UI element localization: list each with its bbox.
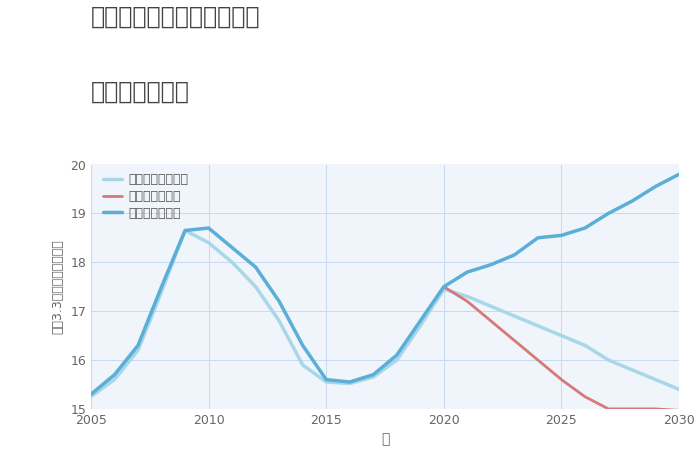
ノーマルシナリオ	[322, 379, 330, 385]
グッドシナリオ	[87, 392, 95, 397]
ノーマルシナリオ	[675, 386, 683, 392]
グッドシナリオ	[486, 262, 495, 267]
グッドシナリオ	[298, 343, 307, 348]
グッドシナリオ	[557, 233, 566, 238]
グッドシナリオ	[393, 352, 401, 358]
バッドシナリオ	[533, 357, 542, 363]
ノーマルシナリオ	[228, 259, 237, 265]
ノーマルシナリオ	[134, 347, 142, 353]
グッドシナリオ	[111, 372, 119, 377]
グッドシナリオ	[204, 225, 213, 231]
バッドシナリオ	[628, 406, 636, 412]
ノーマルシナリオ	[651, 377, 659, 383]
グッドシナリオ	[675, 172, 683, 177]
グッドシナリオ	[251, 264, 260, 270]
バッドシナリオ	[510, 337, 519, 343]
ノーマルシナリオ	[557, 333, 566, 338]
ノーマルシナリオ	[440, 286, 448, 292]
ノーマルシナリオ	[628, 367, 636, 373]
ノーマルシナリオ	[158, 289, 166, 294]
ノーマルシナリオ	[369, 374, 377, 380]
ノーマルシナリオ	[393, 357, 401, 363]
Text: 土地の価格推移: 土地の価格推移	[91, 80, 190, 104]
ノーマルシナリオ	[87, 394, 95, 399]
バッドシナリオ	[463, 298, 472, 304]
バッドシナリオ	[651, 406, 659, 412]
バッドシナリオ	[604, 406, 612, 412]
ノーマルシナリオ	[463, 294, 472, 299]
Y-axis label: 坪（3.3㎡）単価（万円）: 坪（3.3㎡）単価（万円）	[52, 239, 64, 334]
バッドシナリオ	[675, 407, 683, 413]
グッドシナリオ	[369, 372, 377, 377]
グッドシナリオ	[440, 284, 448, 290]
グッドシナリオ	[651, 184, 659, 189]
Line: ノーマルシナリオ: ノーマルシナリオ	[91, 230, 679, 397]
ノーマルシナリオ	[204, 240, 213, 245]
ノーマルシナリオ	[251, 284, 260, 290]
Text: 三重県四日市市西末広町の: 三重県四日市市西末広町の	[91, 5, 260, 29]
グッドシナリオ	[181, 227, 189, 233]
ノーマルシナリオ	[510, 313, 519, 319]
ノーマルシナリオ	[298, 362, 307, 368]
グッドシナリオ	[346, 379, 354, 385]
グッドシナリオ	[581, 225, 589, 231]
グッドシナリオ	[228, 245, 237, 251]
グッドシナリオ	[510, 252, 519, 258]
バッドシナリオ	[557, 377, 566, 383]
グッドシナリオ	[604, 211, 612, 216]
ノーマルシナリオ	[346, 381, 354, 386]
グッドシナリオ	[416, 318, 424, 324]
ノーマルシナリオ	[604, 357, 612, 363]
グッドシナリオ	[463, 269, 472, 275]
グッドシナリオ	[533, 235, 542, 241]
X-axis label: 年: 年	[381, 432, 389, 446]
ノーマルシナリオ	[486, 304, 495, 309]
グッドシナリオ	[158, 284, 166, 290]
グッドシナリオ	[322, 377, 330, 383]
グッドシナリオ	[628, 198, 636, 204]
ノーマルシナリオ	[275, 318, 284, 324]
バッドシナリオ	[486, 318, 495, 324]
Legend: ノーマルシナリオ, バッドシナリオ, グッドシナリオ: ノーマルシナリオ, バッドシナリオ, グッドシナリオ	[103, 173, 188, 219]
ノーマルシナリオ	[181, 227, 189, 233]
Line: グッドシナリオ: グッドシナリオ	[91, 174, 679, 394]
ノーマルシナリオ	[416, 323, 424, 329]
Line: バッドシナリオ: バッドシナリオ	[444, 287, 679, 410]
ノーマルシナリオ	[111, 377, 119, 383]
ノーマルシナリオ	[581, 343, 589, 348]
バッドシナリオ	[440, 284, 448, 290]
バッドシナリオ	[581, 394, 589, 399]
グッドシナリオ	[134, 343, 142, 348]
グッドシナリオ	[275, 298, 284, 304]
ノーマルシナリオ	[533, 323, 542, 329]
